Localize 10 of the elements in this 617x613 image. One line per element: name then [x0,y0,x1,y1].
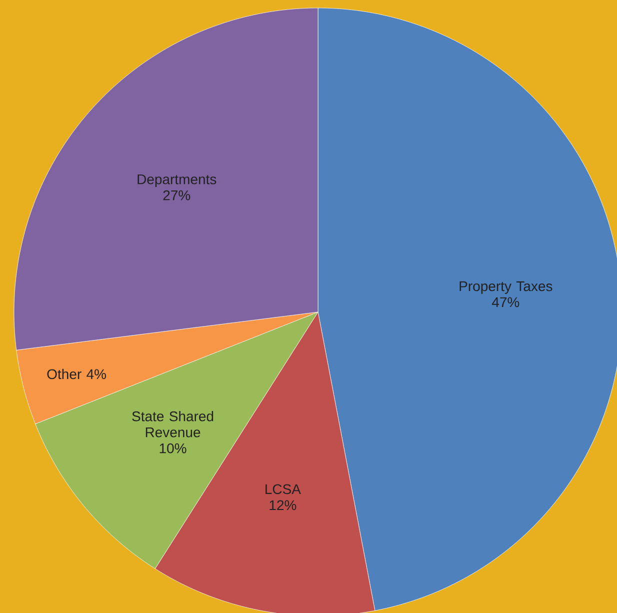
slice-label: Property Taxes [460,281,552,294]
data-label: 47% [492,297,520,308]
slice-label: Other [47,368,82,380]
data-label: 12% [270,500,296,510]
data-label: 27% [163,190,190,200]
slice-label: Departments [138,174,216,188]
slice-label: State Shared Revenue [132,411,214,438]
slice-label: LCSA [266,484,301,494]
data-label: 4% [86,369,106,380]
data-label: 10% [160,443,186,454]
